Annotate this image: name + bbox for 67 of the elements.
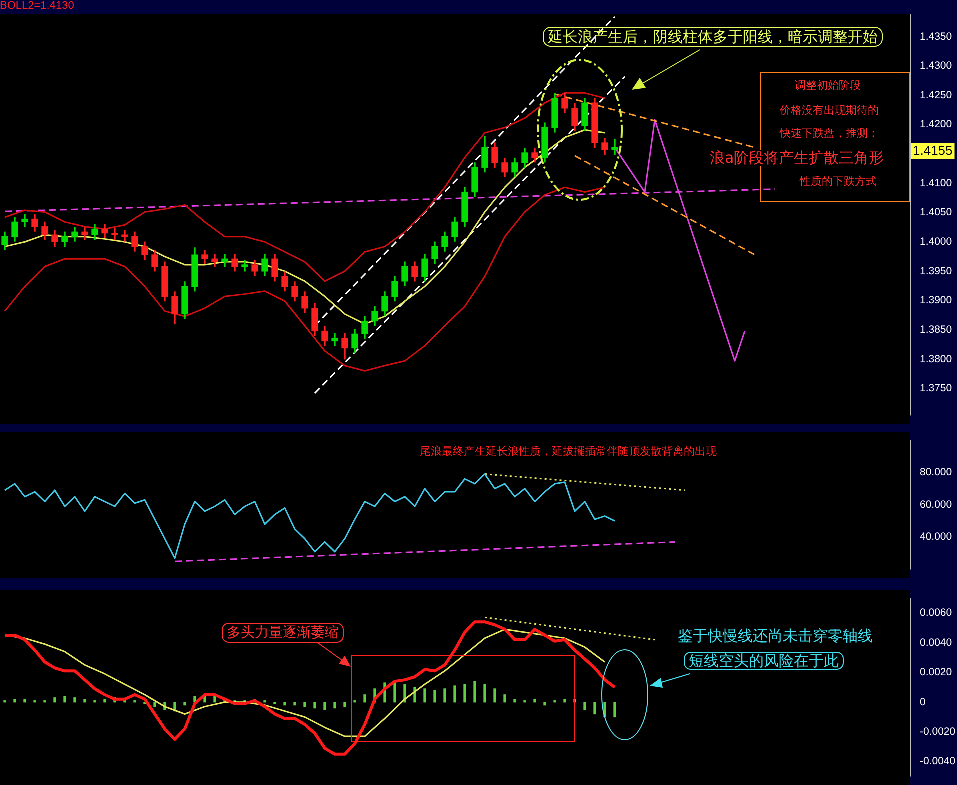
y-tick-label: 1.4300 xyxy=(920,60,952,72)
y-tick-label: 80.000 xyxy=(920,466,952,479)
bar xyxy=(544,702,546,706)
bar xyxy=(84,699,86,703)
bar xyxy=(534,699,536,703)
bar xyxy=(284,702,286,706)
y-tick-label: 1.4350 xyxy=(920,30,952,43)
bar xyxy=(74,698,76,703)
y-tick-label: 1.3950 xyxy=(920,265,952,278)
y-tick-label: 1.3750 xyxy=(920,382,952,395)
annotation: 短线空头的风险在于此 xyxy=(684,652,844,670)
bar xyxy=(344,702,346,708)
annotation: 尾浪最终产生延长浪性质，延拔擺插常伴随顶发散背离的出现 xyxy=(420,444,717,460)
annotation: 快速下跌盘，推测： xyxy=(780,126,879,142)
y-tick-label: -0.0020 xyxy=(920,726,956,738)
bar xyxy=(424,688,426,703)
bar xyxy=(14,699,16,703)
bar xyxy=(304,702,306,708)
annotation: 延长浪产生后，阴线柱体多于阳线，暗示调整开始 xyxy=(543,27,883,47)
y-tick-label: 0.0040 xyxy=(920,636,952,649)
bar xyxy=(64,696,66,703)
annotation: 多头力量逐渐萎缩 xyxy=(222,623,344,643)
y-tick-label: 1.3800 xyxy=(920,353,952,366)
annotation: 价格没有出现期待的 xyxy=(780,103,879,119)
y-tick-label: 1.4250 xyxy=(920,89,952,102)
annotation: 鉴于快慢线还尚未击穿零轴线 xyxy=(678,627,873,645)
y-tick-label: 60.000 xyxy=(920,498,952,511)
bar xyxy=(434,690,436,703)
bar xyxy=(104,699,106,703)
bar xyxy=(154,702,156,708)
bar xyxy=(504,694,506,703)
bar xyxy=(614,702,616,718)
bar xyxy=(214,696,216,703)
bar xyxy=(594,702,596,715)
bar xyxy=(514,699,516,703)
bar xyxy=(484,684,486,703)
y-tick-label: 1.4200 xyxy=(920,118,952,131)
bar xyxy=(24,699,26,703)
y-tick-label: 40.000 xyxy=(920,531,952,544)
bar xyxy=(294,702,296,706)
annotation: 性质的下跌方式 xyxy=(800,174,877,190)
bar xyxy=(364,694,366,703)
bar xyxy=(464,684,466,703)
bar xyxy=(54,698,56,703)
y-tick-label: 0.0060 xyxy=(920,607,952,620)
chart-title: BOLL2=1.4130 xyxy=(0,0,74,12)
bar xyxy=(314,702,316,709)
bar xyxy=(584,702,586,710)
annotation: 浪a阶段将产生扩散三角形 xyxy=(710,149,884,167)
bar xyxy=(454,686,456,703)
bar xyxy=(564,699,566,703)
y-tick-label: 1.4100 xyxy=(920,177,952,190)
bar xyxy=(494,688,496,703)
bar xyxy=(334,702,336,709)
bar xyxy=(184,702,186,706)
bar xyxy=(324,702,326,710)
y-tick-label: 0 xyxy=(920,696,926,708)
y-tick-label: 1.3850 xyxy=(920,324,952,336)
y-tick-label: 1.4050 xyxy=(920,206,952,219)
y-tick-label: -0.0040 xyxy=(920,756,956,768)
y-tick-label: 1.3900 xyxy=(920,294,952,307)
annotation: 调整初始阶段 xyxy=(795,78,861,94)
y-tick-label: 1.4000 xyxy=(920,236,952,248)
y-tick-label: 0.0020 xyxy=(920,666,952,679)
bar xyxy=(444,688,446,703)
bar xyxy=(474,681,476,703)
annotation: 1.4155 xyxy=(913,142,953,158)
